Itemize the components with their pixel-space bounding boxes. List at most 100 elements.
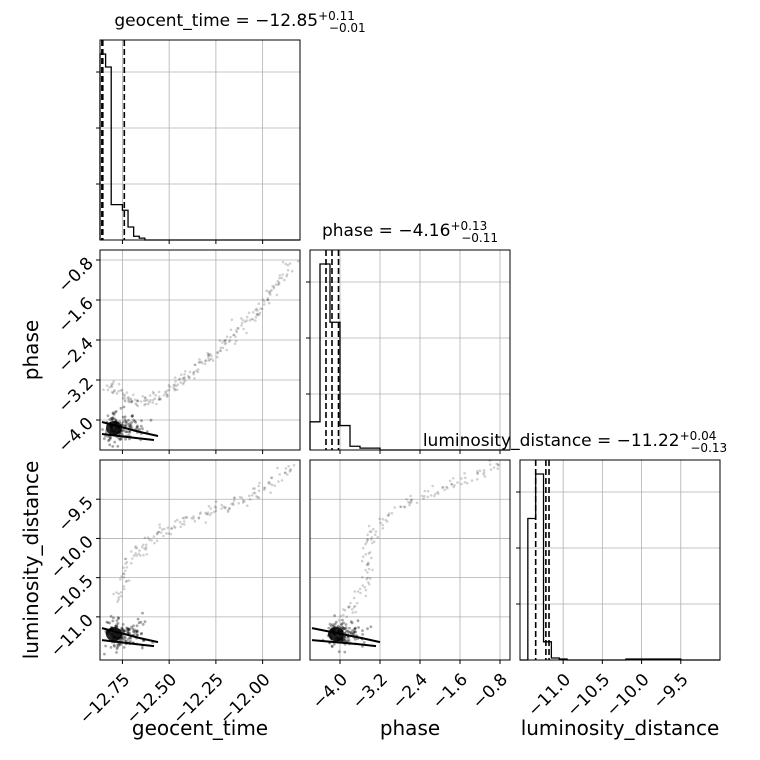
sample-point bbox=[203, 362, 207, 366]
sample-point bbox=[130, 400, 134, 404]
sample-point bbox=[149, 398, 152, 402]
sample-point bbox=[163, 390, 167, 394]
sample-point bbox=[174, 380, 177, 383]
sample-point bbox=[251, 311, 255, 314]
sample-point bbox=[370, 536, 374, 539]
sample-point bbox=[123, 418, 127, 422]
sample-point bbox=[403, 505, 407, 509]
sample-point bbox=[376, 535, 380, 539]
sample-point bbox=[110, 416, 114, 420]
sample-point bbox=[117, 390, 120, 393]
sample-point bbox=[134, 631, 138, 634]
sample-point bbox=[139, 632, 143, 636]
sample-point bbox=[110, 384, 113, 388]
sample-point bbox=[165, 532, 168, 535]
sample-point bbox=[125, 566, 129, 569]
sample-point bbox=[347, 606, 351, 609]
sample-point bbox=[119, 643, 122, 647]
sample-point bbox=[139, 620, 143, 624]
sample-point bbox=[381, 517, 385, 521]
sample-point bbox=[463, 472, 466, 475]
sample-point bbox=[168, 385, 172, 389]
sample-point bbox=[257, 489, 261, 493]
sample-point bbox=[232, 333, 236, 337]
sample-point bbox=[157, 395, 161, 399]
sample-point bbox=[381, 527, 385, 530]
sample-point bbox=[105, 384, 109, 387]
sample-point bbox=[195, 369, 198, 373]
sample-point bbox=[192, 517, 195, 520]
sample-point bbox=[284, 262, 288, 266]
sample-point bbox=[129, 423, 133, 427]
sample-point bbox=[130, 415, 134, 418]
sample-point bbox=[277, 282, 281, 286]
sample-point bbox=[470, 479, 474, 482]
sample-point bbox=[127, 400, 130, 404]
sample-point bbox=[343, 627, 347, 630]
sample-point bbox=[363, 585, 367, 589]
sample-point bbox=[482, 469, 486, 472]
sample-point bbox=[112, 592, 115, 596]
sample-point bbox=[131, 627, 135, 631]
sample-point bbox=[122, 585, 126, 588]
sample-point bbox=[123, 393, 127, 397]
sample-point bbox=[405, 498, 408, 501]
sample-point bbox=[366, 538, 369, 542]
sample-point bbox=[112, 643, 116, 647]
sample-point bbox=[183, 373, 186, 376]
sample-point bbox=[483, 475, 487, 478]
sample-point bbox=[330, 624, 333, 628]
sample-point bbox=[233, 496, 236, 500]
sample-point bbox=[280, 479, 284, 482]
sample-point bbox=[257, 496, 261, 500]
sample-point bbox=[367, 563, 370, 566]
sample-point bbox=[159, 397, 162, 401]
sample-point bbox=[136, 424, 139, 428]
sample-point bbox=[117, 617, 120, 620]
sample-point bbox=[157, 390, 161, 394]
sample-point bbox=[227, 506, 231, 510]
sample-point bbox=[426, 489, 430, 493]
sample-point bbox=[361, 629, 364, 632]
sample-point bbox=[240, 324, 243, 327]
sample-point bbox=[196, 370, 200, 374]
sample-point bbox=[255, 307, 258, 311]
sample-point bbox=[269, 293, 272, 296]
sample-point bbox=[167, 384, 171, 387]
sample-point bbox=[348, 605, 351, 608]
sample-point bbox=[124, 636, 127, 640]
sample-point bbox=[229, 328, 233, 332]
sample-point bbox=[144, 396, 147, 400]
sample-point bbox=[134, 546, 137, 550]
sample-point bbox=[129, 397, 133, 401]
sample-point bbox=[116, 444, 120, 448]
sample-point bbox=[174, 384, 178, 388]
sample-point bbox=[150, 539, 153, 542]
sample-point bbox=[379, 521, 383, 525]
sample-point bbox=[145, 430, 149, 434]
sample-point bbox=[110, 418, 114, 422]
sample-point bbox=[111, 418, 115, 421]
y-tick-label: −2.4 bbox=[54, 334, 97, 377]
sample-point bbox=[119, 406, 123, 410]
sample-point bbox=[225, 335, 229, 339]
sample-point bbox=[134, 420, 138, 424]
sample-point bbox=[476, 472, 480, 475]
sample-point bbox=[122, 576, 126, 579]
sample-point bbox=[258, 311, 262, 315]
sample-point bbox=[206, 511, 210, 514]
sample-point bbox=[232, 333, 235, 337]
density-contour bbox=[311, 639, 377, 648]
sample-point bbox=[265, 289, 268, 293]
sample-point bbox=[112, 380, 115, 383]
sample-point bbox=[166, 526, 169, 529]
sample-point bbox=[128, 422, 132, 425]
sample-point bbox=[251, 318, 255, 321]
sample-point bbox=[370, 556, 373, 560]
sample-point bbox=[227, 340, 231, 343]
histogram-geocent_time bbox=[99, 53, 300, 241]
sample-point bbox=[343, 637, 347, 640]
sample-point bbox=[286, 473, 289, 476]
sample-point bbox=[277, 480, 280, 483]
sample-point bbox=[267, 301, 271, 305]
